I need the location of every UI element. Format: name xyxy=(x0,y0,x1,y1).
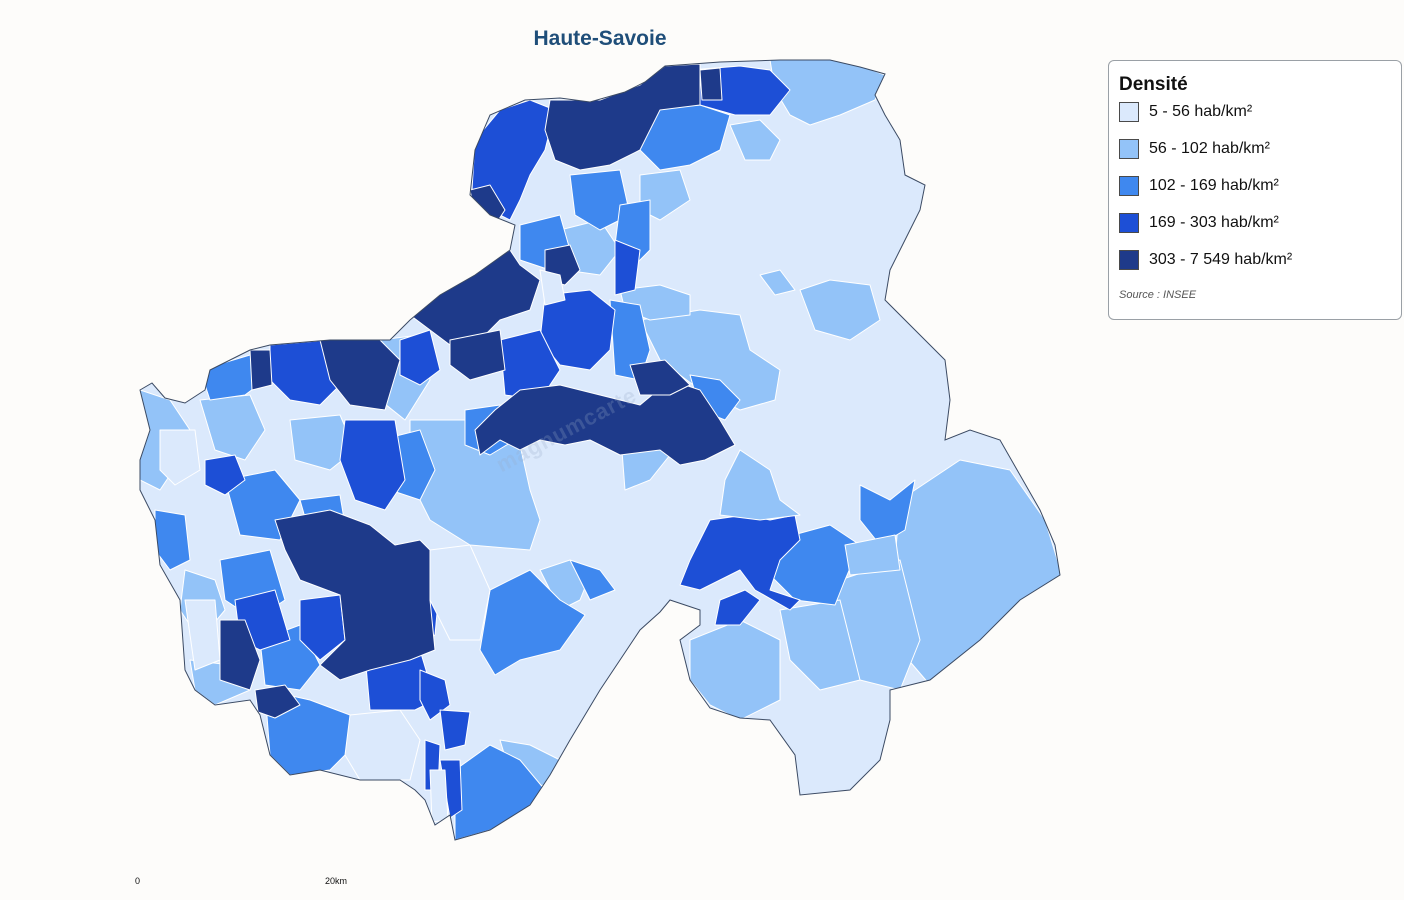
commune-region xyxy=(719,449,801,521)
legend-swatch xyxy=(1119,250,1139,270)
legend: Densité 5 - 56 hab/km² 56 - 102 hab/km² … xyxy=(1108,60,1402,320)
commune-region xyxy=(204,454,246,496)
commune-region xyxy=(499,329,561,401)
commune-region xyxy=(429,769,449,823)
legend-swatch xyxy=(1119,176,1139,196)
legend-label: 169 - 303 hab/km² xyxy=(1149,214,1279,231)
legend-swatch xyxy=(1119,139,1139,159)
legend-swatch xyxy=(1119,213,1139,233)
commune-region xyxy=(759,269,796,296)
commune-region xyxy=(299,594,346,661)
commune-region xyxy=(799,279,881,341)
commune-region xyxy=(569,559,616,601)
legend-label: 5 - 56 hab/km² xyxy=(1149,103,1253,120)
legend-source: Source : INSEE xyxy=(1119,289,1197,301)
commune-region xyxy=(844,534,901,576)
commune-region xyxy=(569,169,631,231)
commune-region xyxy=(449,329,506,381)
commune-region xyxy=(474,379,736,466)
legend-label: 56 - 102 hab/km² xyxy=(1149,140,1270,157)
commune-region xyxy=(479,569,586,676)
legend-title: Densité xyxy=(1119,74,1188,95)
commune-region xyxy=(614,239,641,296)
commune-region xyxy=(699,67,723,101)
commune-region xyxy=(894,459,1060,686)
department-outline xyxy=(139,59,1061,841)
map-title: Haute-Savoie xyxy=(533,27,667,50)
commune-region xyxy=(429,544,491,641)
commune-region xyxy=(344,709,421,781)
commune-region xyxy=(859,479,916,546)
commune-region xyxy=(539,269,566,306)
commune-region xyxy=(339,419,406,511)
scale-end-label: 20km xyxy=(325,876,348,886)
commune-region xyxy=(184,599,221,671)
commune-region xyxy=(254,684,301,719)
commune-region xyxy=(629,359,691,396)
commune-region xyxy=(439,709,471,751)
legend-swatch xyxy=(1119,102,1139,122)
commune-region xyxy=(729,119,781,161)
commune-region xyxy=(219,619,261,691)
legend-label: 303 - 7 549 hab/km² xyxy=(1149,251,1293,268)
commune-region xyxy=(689,619,781,721)
commune-region xyxy=(159,429,201,486)
legend-label: 102 - 169 hab/km² xyxy=(1149,177,1279,194)
commune-region xyxy=(274,509,441,681)
commune-region xyxy=(249,349,273,391)
commune-region xyxy=(714,589,761,626)
commune-region xyxy=(399,329,441,386)
scale-start-label: 0 xyxy=(135,876,141,886)
